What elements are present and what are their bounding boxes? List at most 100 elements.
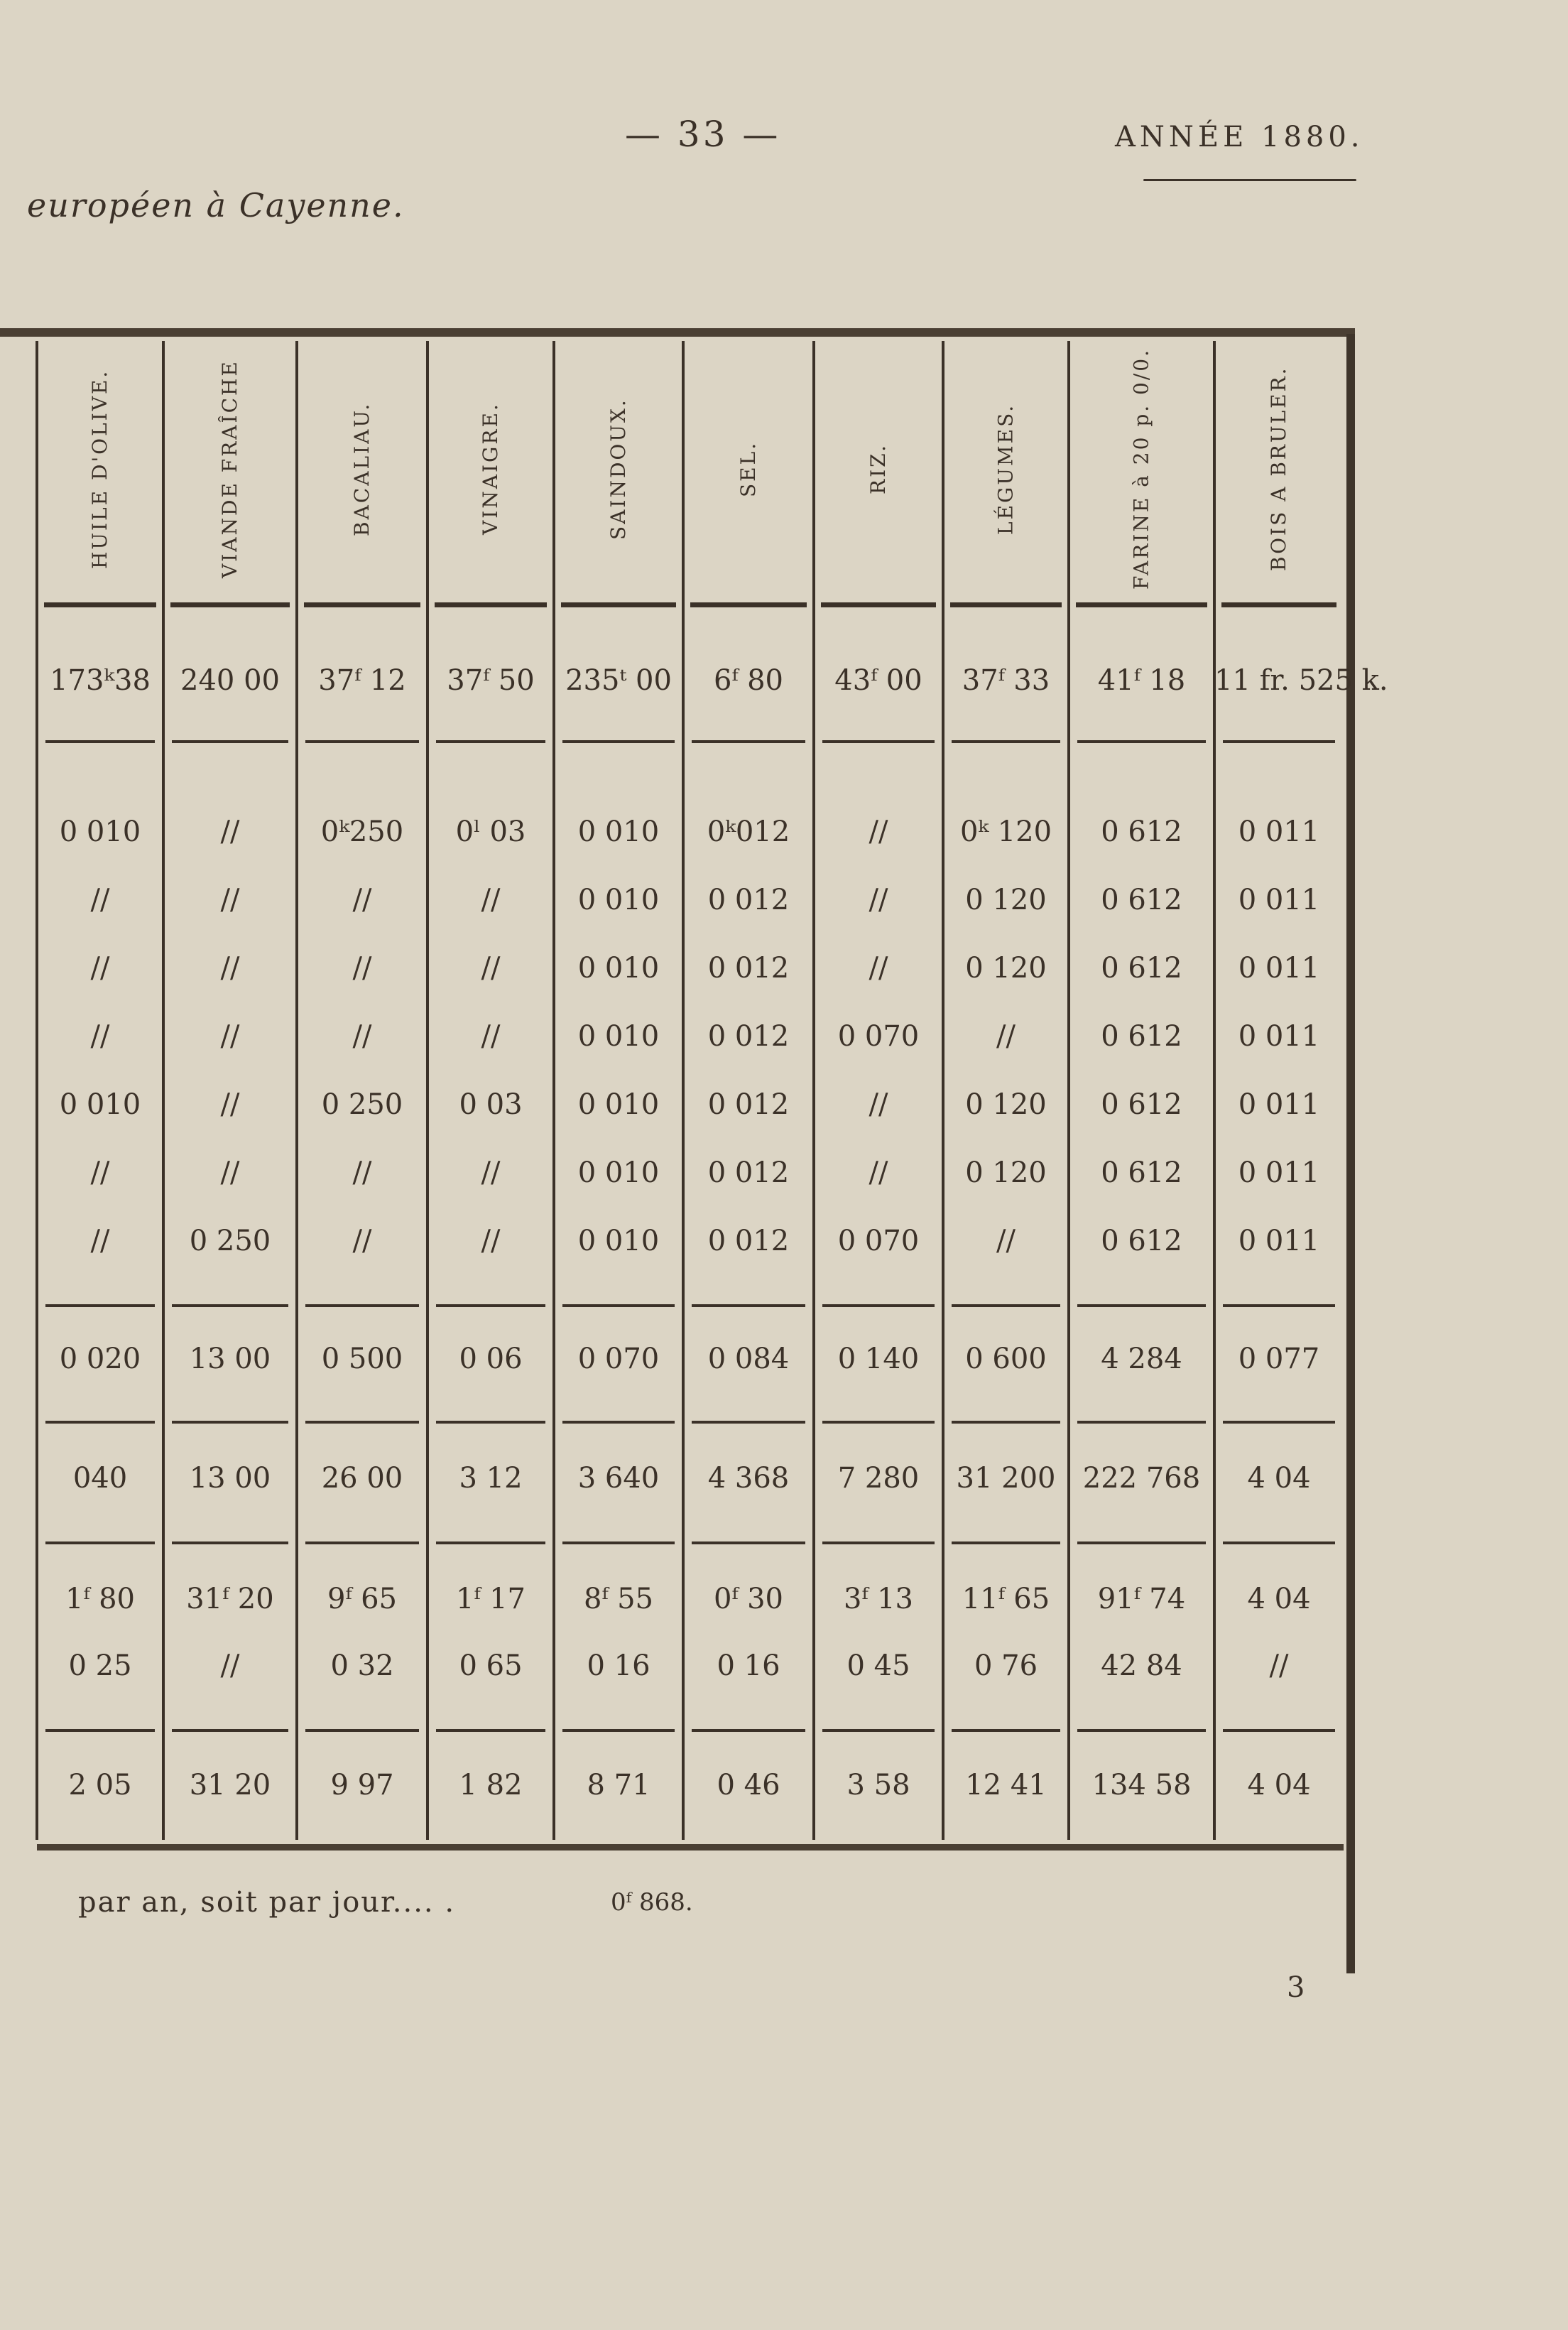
- final-total-cell: 2 05: [68, 1769, 132, 1801]
- ration-cell: 0 612: [1101, 1225, 1182, 1257]
- row-divider: [952, 740, 1060, 743]
- row-divider: [1223, 740, 1335, 743]
- ration-cell: 0 612: [1101, 816, 1182, 848]
- row-divider: [436, 740, 545, 743]
- column-header: LÉGUMES.: [993, 403, 1018, 535]
- column-header: FARINE à 20 p. 0/0.: [1129, 347, 1153, 590]
- column-header: HUILE D'OLIVE.: [88, 369, 111, 569]
- row-divider: [562, 1304, 675, 1307]
- cost-cell: 0 25: [68, 1649, 132, 1682]
- ration-cell: //: [90, 952, 110, 985]
- weekly-total-cell: 13 00: [189, 1343, 271, 1375]
- final-total-cell: 1 82: [459, 1769, 523, 1801]
- ration-cell: 0 012: [707, 1088, 790, 1121]
- ration-cell: //: [352, 1020, 372, 1053]
- annual-total-cell: 222 768: [1082, 1462, 1201, 1495]
- ration-cell: 0 010: [577, 1088, 660, 1121]
- final-total-cell: 0 46: [717, 1769, 780, 1801]
- column-divider: [682, 341, 685, 1840]
- ration-cell: //: [869, 816, 888, 848]
- price-cell: 43ᶠ 00: [834, 664, 922, 697]
- row-divider: [1223, 1304, 1335, 1307]
- ration-cell: 0 03: [459, 1088, 523, 1121]
- row-divider: [436, 1729, 545, 1732]
- price-cell: 173ᵏ38: [50, 664, 151, 697]
- row-divider: [562, 1729, 675, 1732]
- ration-cell: 0 250: [321, 1088, 403, 1121]
- weekly-total-cell: 0 06: [459, 1343, 523, 1375]
- ration-cell: 0 012: [707, 1020, 790, 1053]
- column-divider: [426, 341, 429, 1840]
- row-divider: [1077, 1421, 1206, 1424]
- row-divider: [172, 1541, 288, 1544]
- column-header: BOIS A BRULER.: [1267, 366, 1290, 572]
- final-total-cell: 8 71: [587, 1769, 650, 1801]
- ration-cell: //: [481, 1225, 501, 1257]
- row-divider: [436, 1421, 545, 1424]
- header-underline: [1221, 602, 1336, 607]
- column-divider: [812, 341, 815, 1840]
- row-divider: [172, 1729, 288, 1732]
- ration-cell: //: [869, 1156, 888, 1189]
- row-divider: [692, 1304, 805, 1307]
- row-divider: [562, 740, 675, 743]
- row-divider: [822, 740, 935, 743]
- header-underline: [690, 602, 807, 607]
- ration-cell: 0 010: [577, 1225, 660, 1257]
- annual-total-cell: 3 640: [577, 1462, 660, 1495]
- row-divider: [172, 740, 288, 743]
- ration-cell: //: [352, 952, 372, 985]
- cost-cell: 1ᶠ 80: [65, 1583, 135, 1615]
- ration-cell: 0 070: [837, 1225, 920, 1257]
- final-total-cell: 12 41: [965, 1769, 1047, 1801]
- annual-total-cell: 3 12: [459, 1462, 523, 1495]
- ration-cell: //: [220, 1020, 240, 1053]
- ration-cell: //: [352, 884, 372, 916]
- header-underline: [44, 602, 156, 607]
- price-cell: 37ᶠ 12: [318, 664, 406, 697]
- row-divider: [1077, 1541, 1206, 1544]
- header-underline: [304, 602, 420, 607]
- ration-cell: //: [996, 1225, 1016, 1257]
- cost-cell: 0 32: [330, 1649, 394, 1682]
- ration-cell: 0 010: [59, 1088, 141, 1121]
- final-total-cell: 9 97: [330, 1769, 394, 1801]
- price-cell: 6ᶠ 80: [714, 664, 783, 697]
- price-cell: 37ᶠ 33: [962, 664, 1050, 697]
- final-total-cell: 4 04: [1247, 1769, 1311, 1801]
- row-divider: [1223, 1729, 1335, 1732]
- annual-total-cell: 040: [72, 1462, 128, 1495]
- cost-cell: 91ᶠ 74: [1097, 1583, 1186, 1615]
- ration-cell: 0 010: [577, 1020, 660, 1053]
- row-divider: [305, 1421, 419, 1424]
- signature-mark: 3: [1287, 1971, 1305, 2004]
- row-divider: [1223, 1541, 1335, 1544]
- ration-cell: 0 612: [1101, 1020, 1182, 1053]
- weekly-total-cell: 4 284: [1101, 1343, 1182, 1375]
- row-divider: [692, 1421, 805, 1424]
- ration-cell: 0 612: [1101, 1156, 1182, 1189]
- ration-cell: //: [90, 1156, 110, 1189]
- column-header: BACALIAU.: [350, 401, 374, 536]
- ration-cell: 0 010: [577, 884, 660, 916]
- ration-cell: //: [352, 1156, 372, 1189]
- cost-cell: 0 45: [846, 1649, 910, 1682]
- weekly-total-cell: 0 020: [59, 1343, 141, 1375]
- cost-cell: 3ᶠ 13: [844, 1583, 913, 1615]
- ration-cell: 0ˡ 03: [455, 816, 526, 848]
- cost-cell: 0 16: [587, 1649, 650, 1682]
- ration-cell: //: [481, 952, 501, 985]
- price-cell: 240 00: [180, 664, 280, 697]
- ration-cell: 0 010: [59, 816, 141, 848]
- row-divider: [305, 1729, 419, 1732]
- ration-cell: 0 120: [965, 884, 1047, 916]
- column-header: SAINDOUX.: [606, 398, 630, 540]
- ration-cell: //: [481, 1156, 501, 1189]
- cost-cell: 11ᶠ 65: [962, 1583, 1050, 1615]
- table-top-border: [0, 328, 1355, 337]
- ration-cell: 0 010: [577, 816, 660, 848]
- header-underline: [435, 602, 547, 607]
- ration-cell: 0 012: [707, 1156, 790, 1189]
- row-divider: [822, 1304, 935, 1307]
- column-header: VINAIGRE.: [479, 402, 502, 536]
